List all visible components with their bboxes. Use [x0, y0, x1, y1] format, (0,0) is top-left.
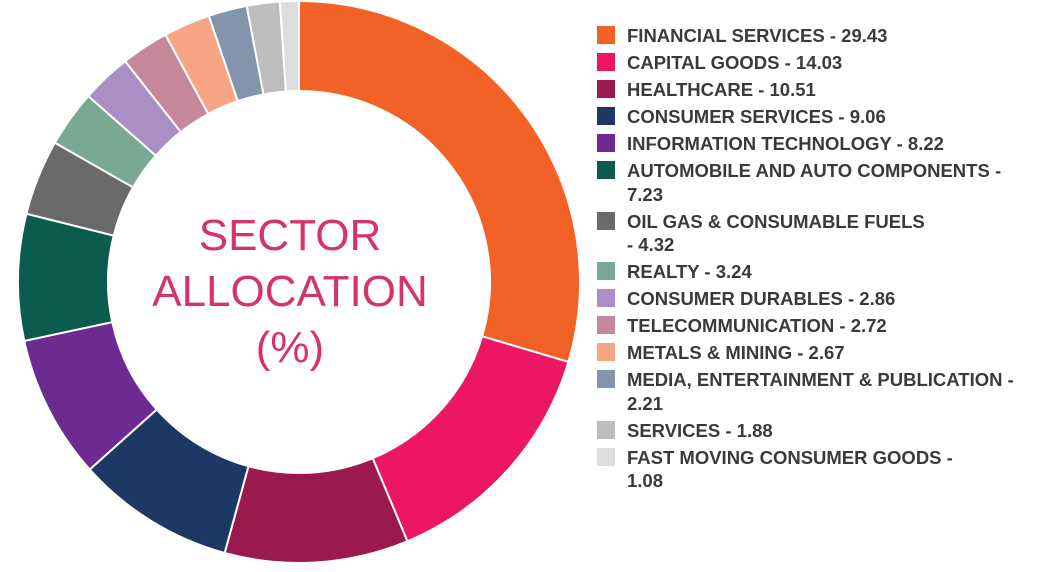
slice-fast-moving-consumer-goods — [278, 0, 300, 93]
legend-label: OIL GAS & CONSUMABLE FUELS - 4.32 — [627, 210, 925, 256]
legend-label: CAPITAL GOODS - 14.03 — [627, 52, 843, 73]
legend-label: TELECOMMUNICATION - 2.72 — [627, 315, 887, 336]
legend-label: METALS & MINING - 2.67 — [627, 342, 845, 363]
legend-label: HEALTHCARE - 10.51 — [627, 79, 816, 100]
legend-swatch — [597, 26, 615, 44]
legend-label: REALTY - 3.24 — [627, 261, 752, 282]
legend-swatch — [597, 161, 615, 179]
legend-item: MEDIA, ENTERTAINMENT & PUBLICATION - 2.2… — [597, 368, 1059, 415]
legend-item: AUTOMOBILE AND AUTO COMPONENTS - 7.23 — [597, 159, 1059, 206]
legend-swatch — [597, 370, 615, 388]
legend-item: FINANCIAL SERVICES - 29.43 — [597, 24, 1059, 48]
legend-label: AUTOMOBILE AND AUTO COMPONENTS - 7.23 — [627, 160, 1002, 205]
legend-item: REALTY - 3.24 — [597, 260, 1059, 284]
legend-item: SERVICES - 1.88 — [597, 419, 1059, 443]
legend-item: TELECOMMUNICATION - 2.72 — [597, 314, 1059, 338]
legend-swatch — [597, 447, 615, 466]
legend-item: METALS & MINING - 2.67 — [597, 341, 1059, 365]
legend-swatch — [597, 420, 615, 439]
legend-swatch — [597, 289, 615, 307]
legend-label: SERVICES - 1.88 — [627, 419, 773, 441]
legend-swatch — [597, 53, 615, 71]
title-line-1: SECTOR — [198, 211, 382, 260]
slice-financial-services — [298, 0, 581, 364]
legend-swatch — [597, 80, 615, 98]
chart-title: SECTOR ALLOCATION (%) — [140, 208, 440, 376]
legend-swatch — [597, 343, 615, 361]
title-line-2: ALLOCATION — [152, 267, 428, 316]
slice-healthcare — [223, 456, 409, 564]
legend-label: MEDIA, ENTERTAINMENT & PUBLICATION - 2.2… — [627, 369, 1014, 414]
legend-item: HEALTHCARE - 10.51 — [597, 78, 1059, 102]
legend-item: OIL GAS & CONSUMABLE FUELS - 4.32 — [597, 210, 1059, 257]
legend-swatch — [597, 316, 615, 334]
legend-item: CONSUMER SERVICES - 9.06 — [597, 105, 1059, 129]
legend-swatch — [597, 134, 615, 152]
legend-swatch — [597, 262, 615, 280]
donut-chart — [17, 0, 581, 564]
title-line-3: (%) — [255, 323, 325, 372]
legend-swatch — [597, 107, 615, 125]
legend-label: CONSUMER DURABLES - 2.86 — [627, 288, 896, 309]
legend-label: FAST MOVING CONSUMER GOODS - 1.08 — [627, 446, 953, 492]
chart-legend: FINANCIAL SERVICES - 29.43 CAPITAL GOODS … — [597, 24, 1059, 496]
legend-label: CONSUMER SERVICES - 9.06 — [627, 106, 886, 127]
legend-label: FINANCIAL SERVICES - 29.43 — [627, 25, 888, 46]
legend-item: INFORMATION TECHNOLOGY - 8.22 — [597, 132, 1059, 156]
legend-item: CONSUMER DURABLES - 2.86 — [597, 287, 1059, 311]
legend-item: FAST MOVING CONSUMER GOODS - 1.08 — [597, 446, 1059, 493]
legend-label: INFORMATION TECHNOLOGY - 8.22 — [627, 133, 944, 154]
legend-swatch — [597, 211, 615, 230]
legend-item: CAPITAL GOODS - 14.03 — [597, 51, 1059, 75]
